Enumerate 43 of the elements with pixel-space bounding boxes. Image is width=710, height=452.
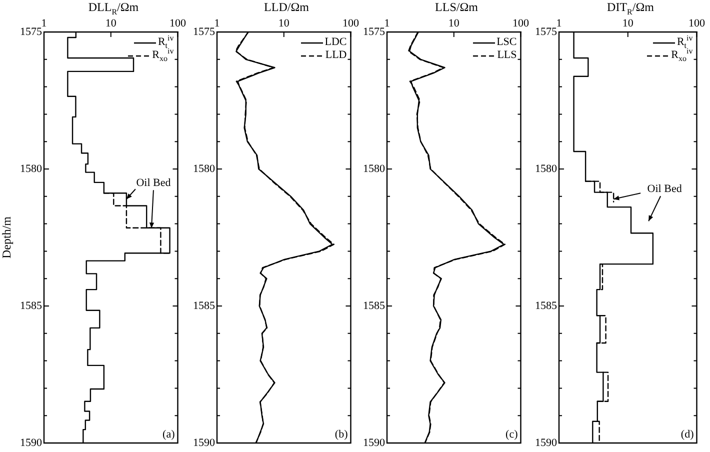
y-tick-label: 1585 <box>535 300 558 312</box>
x-axis-title: LLD/Ωm <box>263 0 310 14</box>
legend-label: LLD <box>325 49 347 62</box>
y-tick-label: 1590 <box>363 436 386 449</box>
legend-label: LSC <box>496 36 517 49</box>
x-tick-label: 1 <box>214 17 220 30</box>
x-tick-label: 100 <box>688 17 706 30</box>
y-tick-label: 1580 <box>363 162 386 175</box>
x-tick-label: 10 <box>278 17 290 30</box>
x-tick-label: 100 <box>342 17 360 30</box>
x-tick-label: 100 <box>170 17 186 30</box>
x-tick-label: 1 <box>384 17 390 30</box>
x-tick-label: 10 <box>105 17 117 30</box>
annotation: (c) <box>506 428 518 440</box>
x-tick-label: 10 <box>622 17 634 30</box>
y-tick-label: 1575 <box>193 26 216 38</box>
y-tick-label: 1580 <box>20 162 42 175</box>
y-tick-label: 1580 <box>535 162 558 175</box>
annotation: (d) <box>680 428 694 440</box>
legend-label: LLS <box>497 49 517 62</box>
annotation: Oil Bed <box>647 183 682 196</box>
y-tick-label: 1590 <box>193 436 216 449</box>
x-tick-label: 1 <box>41 17 47 30</box>
x-axis-title: DLL$_{R}$/Ωm <box>87 0 140 16</box>
x-axis-title: DIT$_{R}$/Ωm <box>606 0 655 16</box>
y-tick-label: 1590 <box>20 436 42 449</box>
x-tick-label: 100 <box>512 17 530 30</box>
legend-label: LDC <box>324 36 347 49</box>
annotation: (a) <box>162 428 176 440</box>
annotation: Oil Bed <box>136 177 172 190</box>
y-tick-label: 1575 <box>535 26 558 38</box>
x-tick-label: 1 <box>556 17 562 30</box>
y-tick-label: 1575 <box>363 26 386 38</box>
y-tick-label: 1590 <box>535 436 558 449</box>
y-axis-title: Depth/m <box>0 216 14 258</box>
y-tick-label: 1585 <box>20 300 42 312</box>
y-tick-label: 1585 <box>363 300 386 312</box>
x-axis-title: LLS/Ωm <box>434 0 479 14</box>
annotation: (b) <box>334 428 348 440</box>
y-tick-label: 1575 <box>20 26 42 38</box>
y-tick-label: 1580 <box>193 162 216 175</box>
x-tick-label: 10 <box>448 17 460 30</box>
y-tick-label: 1585 <box>193 300 216 312</box>
